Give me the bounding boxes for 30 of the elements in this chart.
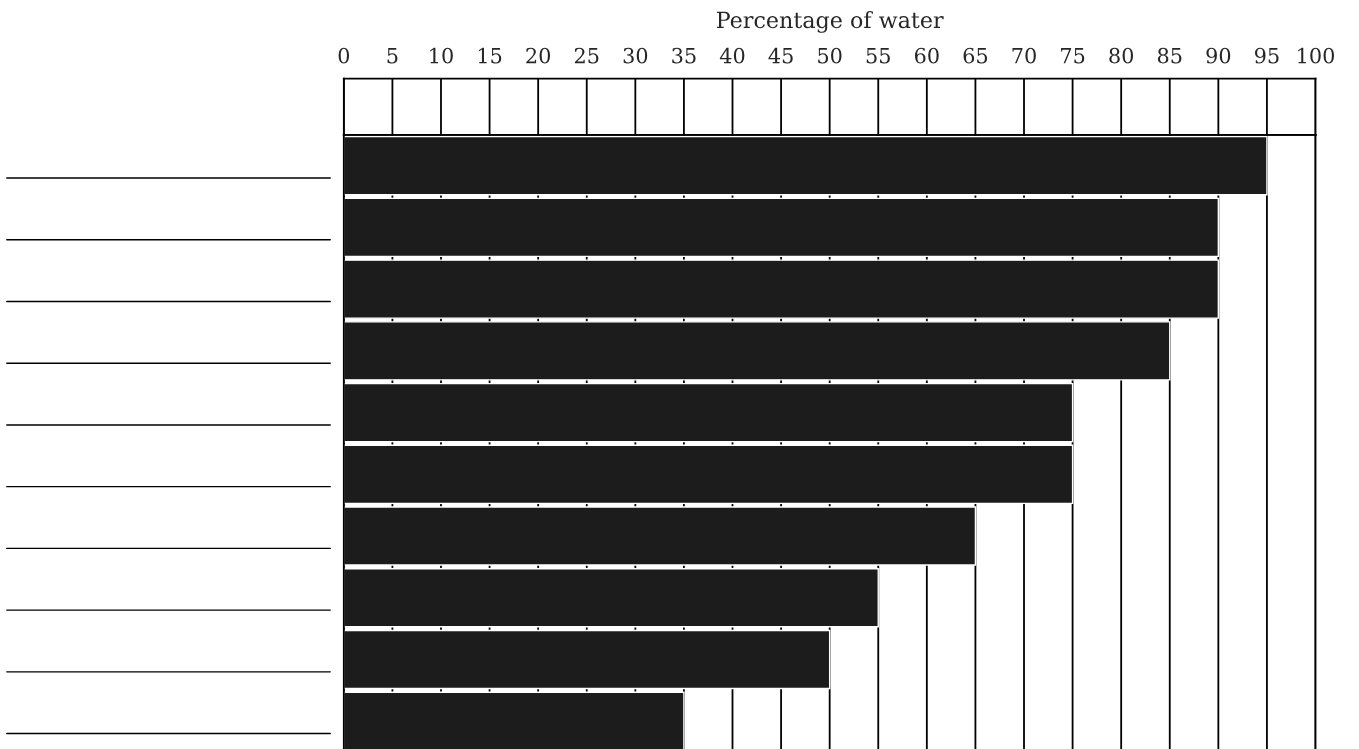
x-tick-label: 45 (768, 47, 793, 64)
x-tick-label: 30 (623, 47, 648, 64)
x-tick-label: 75 (1061, 48, 1085, 64)
x-tick-label: 40 (719, 47, 745, 64)
x-tick-label: 80 (1109, 47, 1134, 64)
x-tick-label: 20 (526, 47, 551, 64)
bar (343, 382, 1074, 443)
x-tick-label: 85 (1157, 47, 1182, 64)
x-tick-label: 55 (866, 48, 890, 64)
x-tick-label: 60 (914, 47, 939, 64)
bar (343, 506, 977, 566)
bar (343, 444, 1074, 505)
bar (343, 259, 1220, 319)
x-tick-label: 15 (478, 47, 502, 64)
x-axis-title: Percentage of water (716, 11, 944, 33)
x-tick-label: 90 (1206, 47, 1231, 64)
bar (343, 197, 1220, 258)
x-tick-label: 5 (387, 48, 398, 64)
x-tick-label: 0 (338, 47, 350, 64)
x-tick-label: 25 (574, 47, 599, 64)
x-tick-label: 100 (1298, 47, 1335, 64)
bar (343, 321, 1171, 381)
x-tick-label: 95 (1254, 47, 1279, 64)
bar (343, 629, 831, 690)
bar (343, 568, 879, 628)
x-tick-label: 70 (1012, 47, 1036, 64)
x-tick-label: 35 (672, 47, 696, 64)
x-tick-label: 50 (818, 47, 842, 64)
x-tick-label: 10 (430, 47, 453, 64)
x-tick-label: 65 (963, 47, 988, 64)
